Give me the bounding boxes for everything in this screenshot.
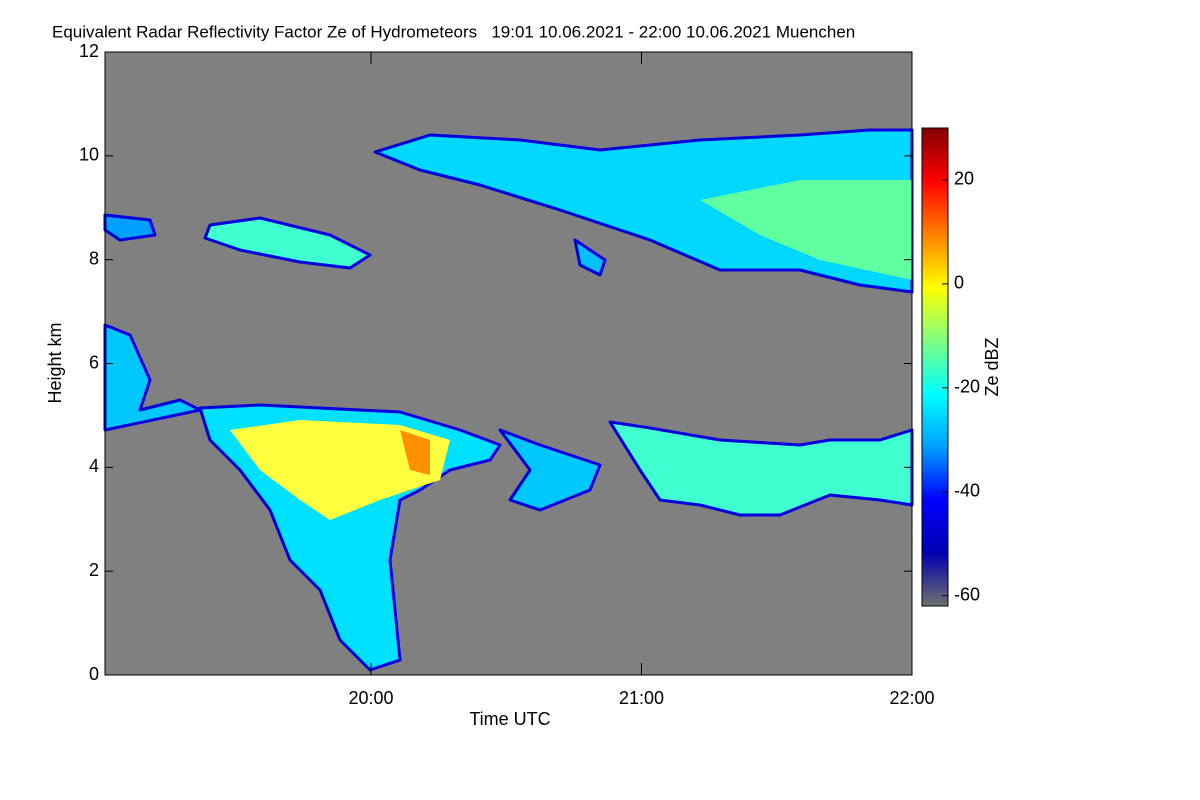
echo-region: [498, 428, 602, 512]
y-tick-label: 6: [89, 352, 99, 372]
x-tick-label: 20:00: [348, 688, 393, 708]
y-tick-label: 10: [79, 145, 99, 165]
echo-region: [573, 238, 607, 277]
colorbar-tick-label: -20: [954, 377, 980, 397]
x-tick-label: 21:00: [619, 688, 664, 708]
colorbar-tick-label: 0: [954, 273, 964, 293]
colorbar-tick-label: -40: [954, 480, 980, 500]
echo-region: [700, 180, 912, 280]
y-tick-label: 4: [89, 456, 99, 476]
colorbar-tick-label: -60: [954, 584, 980, 604]
y-tick-label: 12: [79, 41, 99, 61]
echo-region: [230, 420, 450, 520]
y-tick-label: 8: [89, 248, 99, 268]
colorbar-label: Ze dBZ: [982, 337, 1002, 396]
echo-region: [400, 430, 430, 475]
y-axis-label: Height km: [45, 322, 65, 403]
echo-region: [103, 213, 157, 242]
colorbar: [921, 127, 949, 607]
axes: 0 2 4 6 8 10 12 20:00 21:00 22:00 -60 -40 -20 0 20: [79, 41, 980, 708]
echo-region: [608, 420, 914, 517]
y-tick-label: 2: [89, 560, 99, 580]
echo-regions: [103, 128, 914, 672]
echo-region: [203, 216, 372, 270]
y-tick-label: 0: [89, 664, 99, 684]
chart-title: Equivalent Radar Reflectivity Factor Ze …: [52, 22, 855, 41]
echo-region: [103, 323, 202, 432]
x-tick-label: 22:00: [889, 688, 934, 708]
colorbar-tick-label: 20: [954, 169, 974, 189]
x-axis-label: Time UTC: [469, 709, 550, 729]
